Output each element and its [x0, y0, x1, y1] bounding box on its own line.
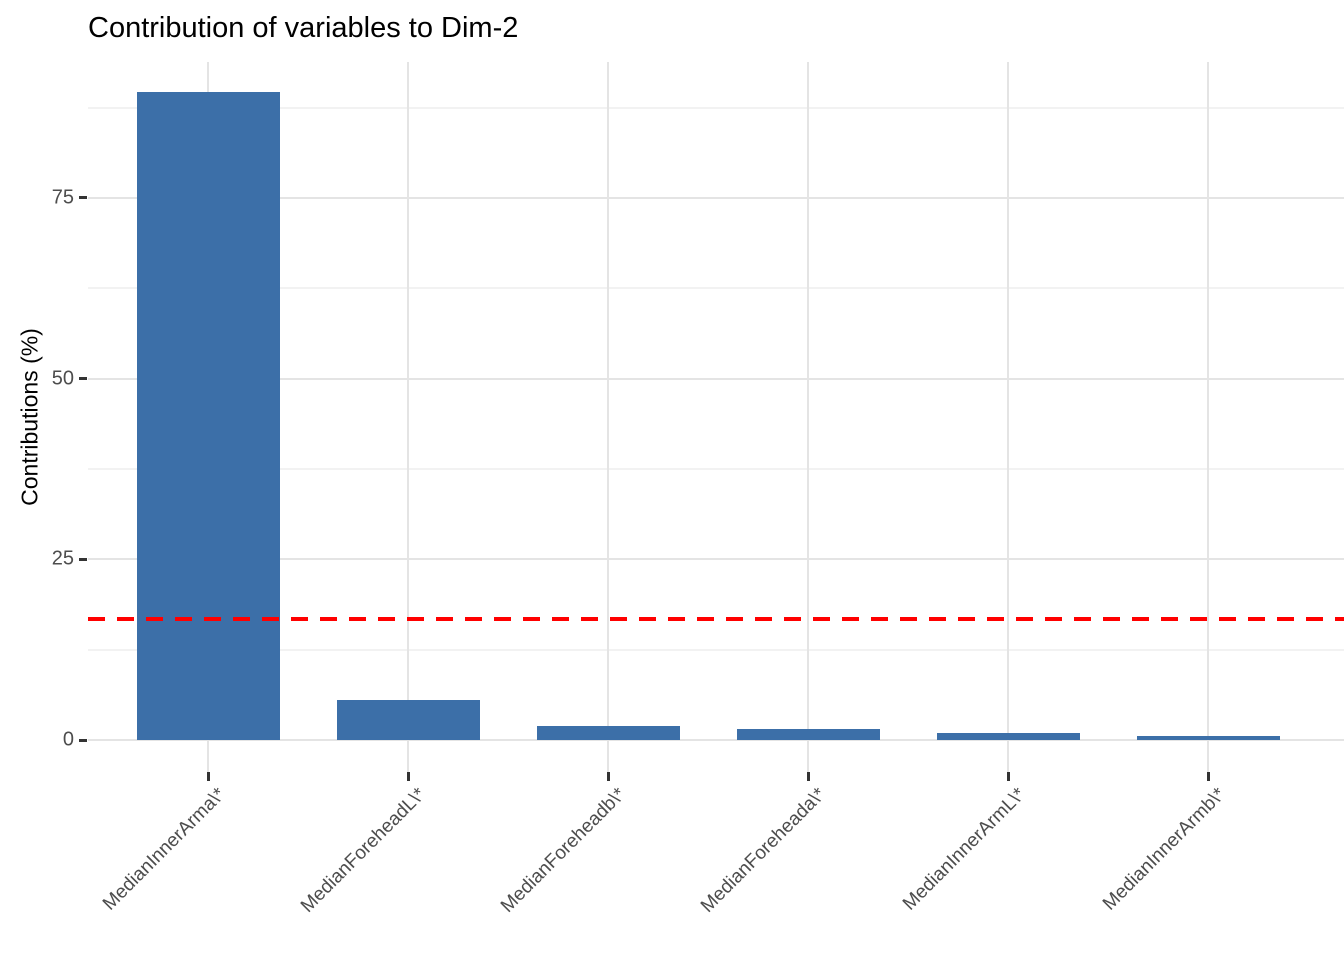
x-tick: [1006, 772, 1010, 781]
y-tick-label: 50: [51, 367, 74, 390]
y-tick: [79, 738, 87, 742]
y-tick: [79, 196, 87, 200]
chart-title: Contribution of variables to Dim-2: [88, 12, 519, 44]
x-tick: [206, 772, 210, 781]
gridline-major: [88, 196, 1344, 199]
gridline-major: [88, 739, 1344, 741]
gridline-major-vertical: [607, 62, 610, 772]
bar: [536, 725, 681, 740]
x-tick: [1206, 772, 1210, 781]
gridline-major-vertical: [1207, 62, 1210, 772]
y-tick-label: 25: [51, 547, 74, 570]
bar: [136, 92, 281, 740]
x-tick: [806, 772, 810, 781]
gridline-minor: [88, 106, 1344, 109]
y-tick-label: 75: [51, 186, 74, 209]
gridline-major: [88, 558, 1344, 561]
gridline-minor: [88, 467, 1344, 470]
gridline-minor: [88, 648, 1344, 651]
bar: [336, 700, 481, 740]
x-tick-label: MedianInnerArma\*: [98, 784, 230, 915]
gridline-major: [88, 377, 1344, 380]
bar: [936, 732, 1081, 740]
bar: [1136, 736, 1281, 740]
gridline-major-vertical: [1007, 62, 1010, 772]
x-tick: [606, 772, 610, 781]
reference-line: [88, 617, 1344, 622]
plot-panel: [88, 62, 1344, 772]
x-tick-label: MedianInnerArmb\*: [1098, 784, 1230, 915]
x-tick-label: MedianForeheada\*: [696, 784, 830, 917]
y-axis-title: Contributions (%): [16, 328, 43, 506]
gridline-minor: [88, 287, 1344, 290]
y-tick-label: 0: [62, 728, 74, 751]
gridline-major-vertical: [807, 62, 810, 772]
x-tick-label: MedianForeheadL\*: [296, 784, 430, 917]
x-tick-label: MedianForeheadb\*: [496, 784, 630, 917]
bar: [736, 729, 881, 740]
x-tick: [406, 772, 410, 781]
x-tick-label: MedianInnerArmL\*: [898, 784, 1030, 915]
y-tick: [79, 377, 87, 381]
gridline-major-vertical: [407, 62, 410, 772]
y-tick: [79, 557, 87, 561]
